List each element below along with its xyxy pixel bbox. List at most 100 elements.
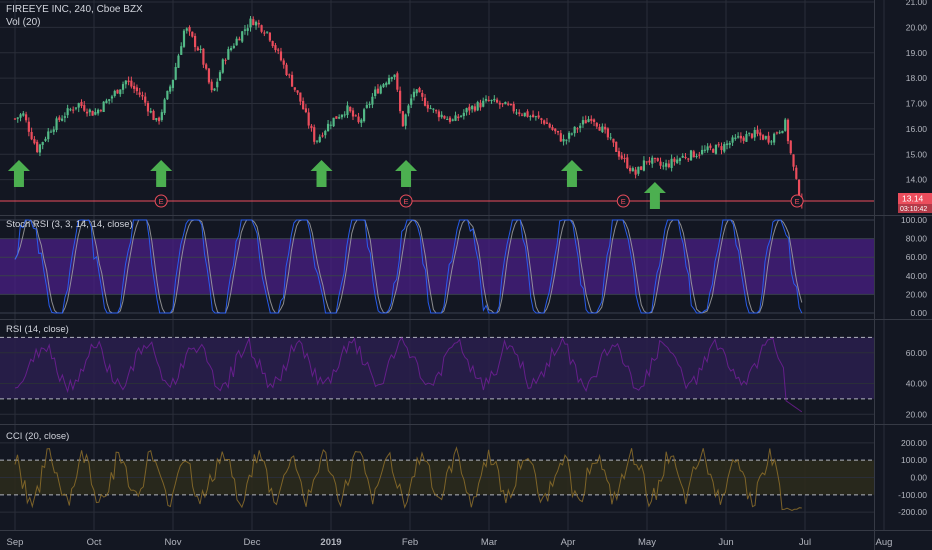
price-tick-label: 15.00 (906, 149, 928, 159)
candle-body (376, 88, 380, 94)
candle-body (268, 32, 271, 41)
price-grid (0, 1, 874, 181)
candle-body (207, 68, 211, 83)
stoch-rsi-axis[interactable]: 100.00 80.00 60.00 40.00 20.00 0.00 (901, 215, 927, 318)
candle-body (770, 141, 773, 143)
candle-body (85, 111, 89, 114)
candle-body (146, 103, 150, 112)
candle-body (213, 88, 216, 91)
candle-body (155, 118, 158, 120)
cci-axis[interactable]: 200.00 100.00 0.00 -100.00 -200.00 (898, 438, 927, 517)
candle-body (579, 125, 582, 129)
candle-body (689, 150, 693, 161)
candle-body (504, 102, 507, 105)
candle-body (282, 60, 285, 65)
candle-body (260, 25, 263, 32)
candle-body (130, 80, 133, 87)
candle-body (418, 87, 421, 93)
candle-body (368, 104, 371, 106)
candle-body (55, 118, 58, 130)
stoch-rsi-tick-label: 20.00 (906, 289, 928, 299)
earnings-marker-label: E (159, 197, 164, 206)
candle-body (634, 169, 637, 175)
candle-body (615, 141, 618, 152)
candle-body (648, 160, 651, 163)
time-axis[interactable]: Sep Oct Nov Dec 2019 Feb Mar Apr May Jun Jul Aug (7, 537, 893, 548)
candle-body (102, 101, 105, 112)
stoch-rsi-tick-label: 60.00 (906, 252, 928, 262)
candle-body (623, 157, 626, 159)
candle-body (767, 135, 770, 143)
candle-body (656, 158, 659, 161)
candle-body (58, 117, 61, 121)
candle-body (72, 109, 75, 111)
candle-body (41, 142, 44, 145)
candle-body (576, 128, 579, 130)
candle-body (446, 118, 449, 120)
candle-body (293, 87, 296, 90)
candle-body (243, 29, 247, 31)
candle-body (310, 125, 313, 129)
candle-body (304, 108, 308, 113)
candle-body (468, 106, 471, 111)
candle-body (537, 115, 540, 118)
cci-pane[interactable]: 200.00 100.00 0.00 -100.00 -200.00 CCI (20, … (0, 431, 927, 517)
candle-body (274, 45, 277, 51)
candle-body (667, 163, 670, 168)
stoch-rsi-label: Stoch RSI (3, 3, 14, 14, close) (6, 219, 133, 230)
candle-body (789, 140, 792, 154)
earnings-marker (399, 194, 413, 208)
stoch-rsi-band-fill (0, 238, 874, 295)
candle-body (734, 137, 737, 139)
candle-body (63, 116, 66, 118)
candle-body (653, 157, 657, 159)
candle-body (437, 111, 440, 118)
countdown-badge-bg (898, 204, 932, 213)
candle-body (554, 128, 557, 132)
candle-body (202, 48, 205, 65)
candle-body (687, 158, 690, 160)
candle-body (598, 127, 601, 131)
candle-body (241, 31, 244, 42)
candle-body (459, 115, 463, 117)
candle-body (302, 100, 305, 110)
candle-body (773, 133, 776, 143)
candle-body (238, 38, 241, 41)
up-arrow-icon (395, 160, 418, 187)
rsi-pane[interactable]: 60.00 40.00 20.00 RSI (14, close) (0, 324, 927, 419)
candle-body (581, 120, 585, 125)
candle-body (349, 106, 352, 112)
candle-body (335, 116, 338, 119)
candle-body (703, 149, 706, 151)
candle-body (426, 104, 429, 109)
stoch-rsi-tick-label: 40.00 (906, 271, 928, 281)
price-pane[interactable]: E E E E 21.00 20.00 19.00 18.00 17.00 16.00 15.00… (0, 0, 932, 213)
candle-body (116, 89, 119, 94)
rsi-label: RSI (14, close) (6, 324, 69, 335)
candle-body (188, 27, 191, 32)
rsi-line-path (14, 336, 803, 413)
candle-body (171, 79, 175, 88)
candle-body (764, 136, 767, 139)
candle-body (723, 144, 726, 152)
price-axis[interactable]: 21.00 20.00 19.00 18.00 17.00 16.00 15.00 14.00 (906, 0, 928, 185)
candle-body (529, 116, 532, 118)
price-tick-label: 17.00 (906, 99, 928, 109)
time-axis-label: Sep (7, 537, 24, 548)
candle-body (448, 117, 452, 122)
candle-body (177, 55, 180, 68)
candle-body (135, 87, 139, 92)
candle-body (144, 96, 147, 103)
candle-body (756, 129, 759, 134)
candle-body (512, 104, 515, 112)
rsi-axis[interactable]: 60.00 40.00 20.00 (906, 348, 928, 420)
candle-body (401, 111, 404, 127)
candle-body (792, 154, 795, 167)
candle-body (360, 119, 363, 123)
stoch-rsi-pane[interactable]: 100.00 80.00 60.00 40.00 20.00 0.00 Stoch RSI… (0, 215, 927, 318)
candle-body (124, 80, 127, 85)
candle-body (249, 18, 252, 28)
candle-body (110, 96, 114, 99)
candle-body (498, 102, 501, 105)
